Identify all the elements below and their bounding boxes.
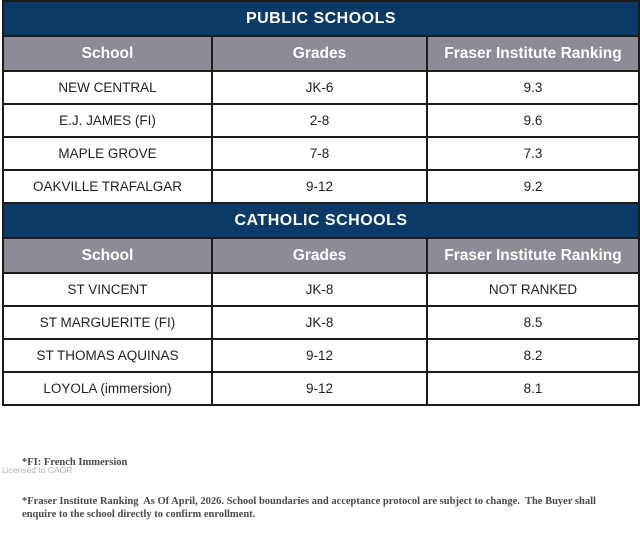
table-row: OAKVILLE TRAFALGAR 9-12 9.2 — [2, 169, 640, 204]
ranking-cell: NOT RANKED — [425, 272, 640, 307]
footnotes: *FI: French Immersion *Fraser Institute … — [22, 430, 622, 534]
school-cell: LOYOLA (immersion) — [2, 371, 213, 406]
col-header-grades: Grades — [211, 237, 428, 274]
schools-table: PUBLIC SCHOOLS School Grades Fraser Inst… — [1, 0, 640, 406]
table-row: MAPLE GROVE 7-8 7.3 — [2, 136, 640, 171]
section-title: PUBLIC SCHOOLS — [1, 0, 640, 37]
grades-cell: JK-8 — [211, 305, 428, 340]
grades-cell: JK-8 — [211, 272, 428, 307]
col-header-ranking: Fraser Institute Ranking — [425, 237, 640, 274]
table-row: ST MARGUERITE (FI) JK-8 8.5 — [2, 305, 640, 340]
school-cell: MAPLE GROVE — [2, 136, 213, 171]
footnote-fi: *FI: French Immersion — [22, 457, 128, 468]
footnote-fraser: *Fraser Institute Ranking As Of April, 2… — [22, 496, 599, 520]
school-cell: ST MARGUERITE (FI) — [2, 305, 213, 340]
col-header-grades: Grades — [211, 35, 428, 72]
col-header-school: School — [2, 237, 213, 274]
ranking-cell: 8.1 — [425, 371, 640, 406]
table-header-row: School Grades Fraser Institute Ranking — [2, 237, 640, 274]
school-cell: E.J. JAMES (FI) — [2, 103, 213, 138]
school-cell: OAKVILLE TRAFALGAR — [2, 169, 213, 204]
ranking-cell: 7.3 — [425, 136, 640, 171]
section-title: CATHOLIC SCHOOLS — [1, 202, 640, 239]
section-banner-public: PUBLIC SCHOOLS — [1, 0, 640, 37]
grades-cell: JK-6 — [211, 70, 428, 105]
ranking-cell: 8.5 — [425, 305, 640, 340]
grades-cell: 9-12 — [211, 169, 428, 204]
table-row: NEW CENTRAL JK-6 9.3 — [2, 70, 640, 105]
school-cell: ST VINCENT — [2, 272, 213, 307]
col-header-school: School — [2, 35, 213, 72]
section-banner-catholic: CATHOLIC SCHOOLS — [1, 202, 640, 239]
ranking-cell: 8.2 — [425, 338, 640, 373]
table-row: ST THOMAS AQUINAS 9-12 8.2 — [2, 338, 640, 373]
grades-cell: 7-8 — [211, 136, 428, 171]
license-watermark: Licensed to CAOR — [2, 465, 73, 475]
ranking-cell: 9.3 — [425, 70, 640, 105]
table-row: ST VINCENT JK-8 NOT RANKED — [2, 272, 640, 307]
table-row: LOYOLA (immersion) 9-12 8.1 — [2, 371, 640, 406]
school-cell: NEW CENTRAL — [2, 70, 213, 105]
table-header-row: School Grades Fraser Institute Ranking — [2, 35, 640, 72]
table-row: E.J. JAMES (FI) 2-8 9.6 — [2, 103, 640, 138]
col-header-ranking: Fraser Institute Ranking — [425, 35, 640, 72]
grades-cell: 2-8 — [211, 103, 428, 138]
ranking-cell: 9.6 — [425, 103, 640, 138]
school-cell: ST THOMAS AQUINAS — [2, 338, 213, 373]
grades-cell: 9-12 — [211, 338, 428, 373]
ranking-cell: 9.2 — [425, 169, 640, 204]
grades-cell: 9-12 — [211, 371, 428, 406]
